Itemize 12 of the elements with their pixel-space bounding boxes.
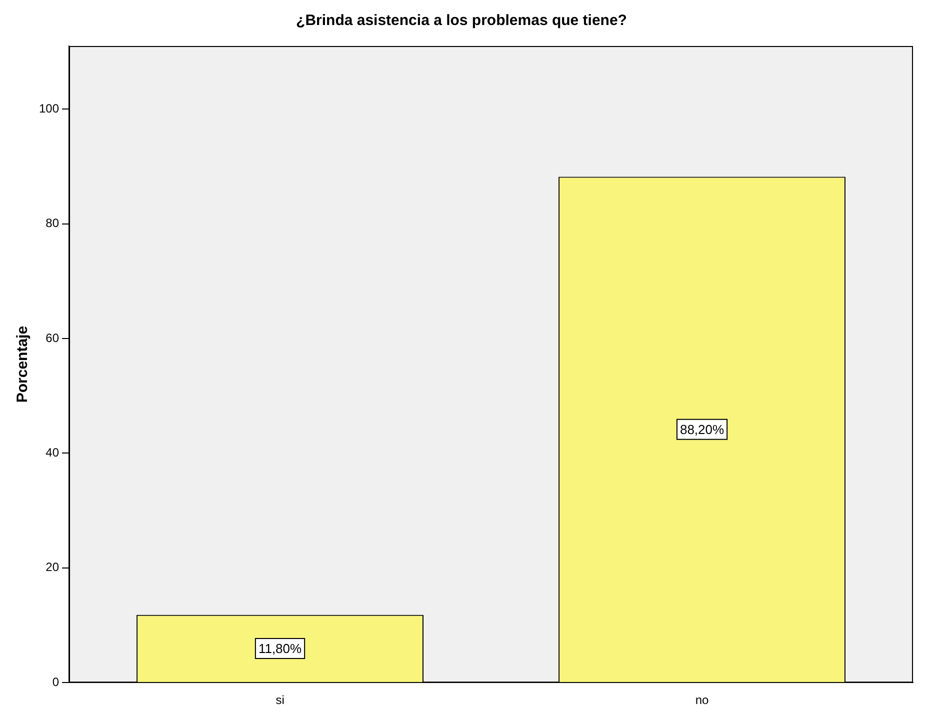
y-tick-label: 20 [46, 560, 60, 574]
x-tick-label: no [695, 693, 709, 708]
y-tick-label: 0 [52, 674, 60, 689]
y-tick-label: 80 [46, 216, 60, 230]
x-tick-label: si [276, 693, 284, 708]
y-tick-label: 100 [38, 101, 60, 116]
y-tick-label: 60 [46, 330, 60, 345]
chart-title: ¿Brinda asistencia a los problemas que tiene? [296, 12, 627, 30]
data-label: 88,20% [680, 422, 724, 438]
y-axis-title: Porcentaje [14, 326, 32, 403]
data-label: 11,80% [258, 641, 302, 656]
y-tick-label: 40 [46, 446, 60, 460]
